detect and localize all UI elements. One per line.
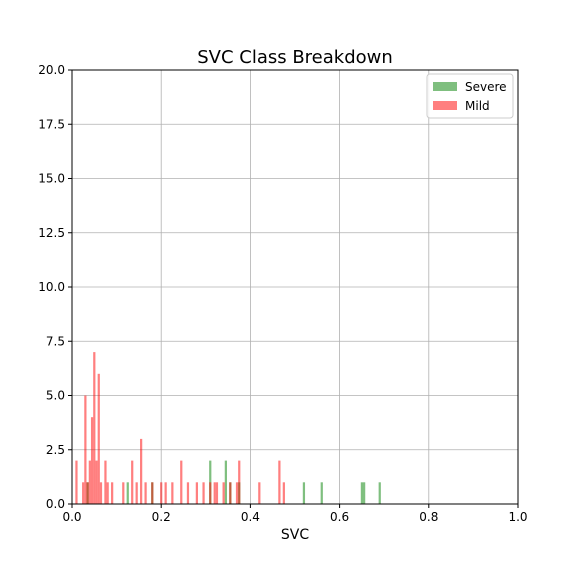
y-tick-label: 2.5 xyxy=(46,443,65,457)
bar-mild xyxy=(93,352,96,504)
x-axis-title: SVC xyxy=(281,527,309,543)
chart-title: SVC Class Breakdown xyxy=(197,47,393,68)
bar-mild xyxy=(171,482,174,504)
bar-mild xyxy=(86,482,89,504)
y-tick-label: 20.0 xyxy=(38,63,65,77)
bar-mild xyxy=(278,460,281,504)
y-tick-label: 15.0 xyxy=(38,172,65,186)
bar-mild xyxy=(258,482,261,504)
x-tick-label: 0.8 xyxy=(419,510,438,524)
bar-mild xyxy=(88,460,91,504)
bar-mild xyxy=(82,482,85,504)
bar-severe xyxy=(224,460,227,504)
bar-mild xyxy=(238,460,241,504)
bar-mild xyxy=(282,482,285,504)
x-tick-label: 0.0 xyxy=(62,510,81,524)
legend-swatch-mild xyxy=(433,101,457,110)
bar-mild xyxy=(84,395,87,504)
bar-mild xyxy=(140,438,143,504)
bar-mild xyxy=(111,482,114,504)
bar-mild xyxy=(144,482,147,504)
bar-mild xyxy=(229,482,232,504)
legend-label-severe: Severe xyxy=(465,80,507,94)
bar-mild xyxy=(215,482,219,504)
bar-mild xyxy=(75,460,78,504)
bar-mild xyxy=(99,482,103,504)
bar-mild xyxy=(222,482,225,504)
bar-mild xyxy=(90,417,94,504)
chart-legend: Severe Mild xyxy=(426,73,514,119)
x-tick-label: 0.4 xyxy=(241,510,260,524)
bar-mild xyxy=(106,482,109,504)
bar-mild xyxy=(235,482,239,504)
legend-label-mild: Mild xyxy=(465,99,490,113)
x-tick-label: 0.2 xyxy=(152,510,171,524)
bar-mild xyxy=(160,482,163,504)
axis-ticks: 0.0 0.2 0.4 0.6 0.8 1.0 0.0 2.5 5.0 7.5 10.0 12.5 15… xyxy=(38,63,527,524)
bar-mild xyxy=(95,460,98,504)
bar-severe xyxy=(360,482,364,504)
bar-mild xyxy=(135,482,138,504)
y-tick-label: 7.5 xyxy=(46,334,65,348)
x-tick-label: 1.0 xyxy=(508,510,527,524)
bar-mild xyxy=(122,482,125,504)
bar-severe xyxy=(126,482,129,504)
y-tick-label: 0.0 xyxy=(46,497,65,511)
bar-mild xyxy=(186,482,190,504)
bar-mild xyxy=(164,482,167,504)
bar-mild xyxy=(209,482,212,504)
bar-mild xyxy=(213,482,216,504)
bar-mild xyxy=(104,460,107,504)
bar-severe xyxy=(363,482,366,504)
bar-severe xyxy=(302,482,306,504)
bar-severe xyxy=(378,482,381,504)
x-tick-label: 0.6 xyxy=(330,510,349,524)
bar-mild xyxy=(202,482,205,504)
bar-severe xyxy=(320,482,323,504)
y-tick-label: 12.5 xyxy=(38,226,65,240)
bar-mild xyxy=(180,460,183,504)
histogram-bars xyxy=(75,352,381,504)
y-tick-label: 10.0 xyxy=(38,280,65,294)
bar-mild xyxy=(195,482,198,504)
legend-swatch-severe xyxy=(433,82,457,91)
bar-mild xyxy=(151,482,154,504)
y-tick-label: 17.5 xyxy=(38,117,65,131)
bar-mild xyxy=(131,460,134,504)
y-tick-label: 5.0 xyxy=(46,389,65,403)
bar-mild xyxy=(97,373,100,504)
